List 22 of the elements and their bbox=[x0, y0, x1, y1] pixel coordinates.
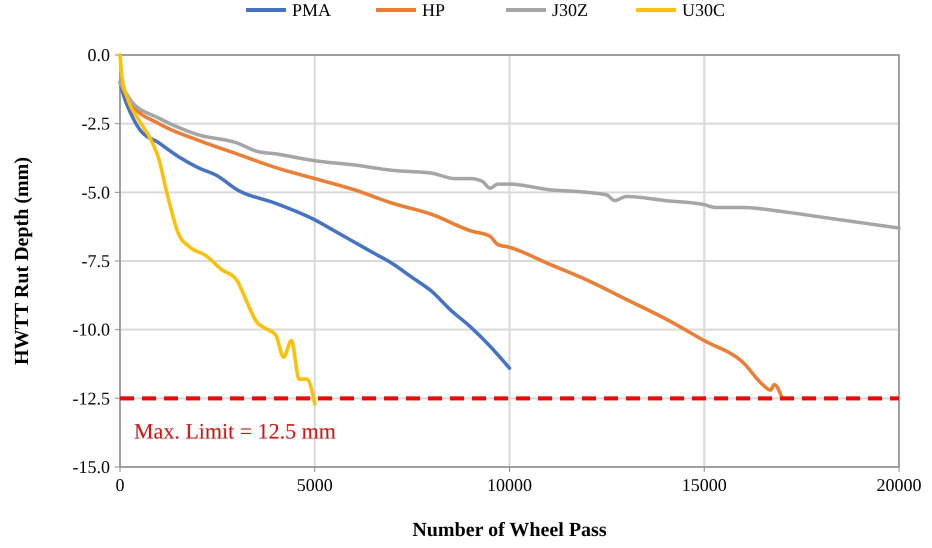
legend-label: PMA bbox=[292, 0, 332, 20]
legend-label: U30C bbox=[682, 0, 726, 20]
line-series bbox=[118, 80, 901, 230]
y-tick-label: -2.5 bbox=[82, 114, 110, 134]
y-tick-label: -12.5 bbox=[72, 388, 110, 408]
annotation: Max. Limit = 12.5 mm bbox=[134, 418, 336, 444]
x-axis-title: Number of Wheel Pass bbox=[412, 519, 607, 541]
x-tick-label: 20000 bbox=[876, 475, 922, 495]
legend-label: HP bbox=[422, 0, 446, 20]
y-tick-label: -15.0 bbox=[72, 457, 110, 477]
y-tick-label: -10.0 bbox=[72, 320, 110, 340]
y-axis-title: HWTT Rut Depth (mm) bbox=[11, 157, 33, 365]
x-tick-label: 0 bbox=[116, 475, 124, 495]
line-series bbox=[118, 53, 316, 406]
y-tick-label: -7.5 bbox=[82, 251, 110, 271]
x-tick-label: 15000 bbox=[682, 475, 727, 495]
legend-label: J30Z bbox=[552, 0, 588, 20]
y-tick-label: -5.0 bbox=[82, 182, 110, 202]
x-tick-label: 5000 bbox=[296, 475, 333, 495]
y-tick-label: 0.0 bbox=[88, 45, 110, 65]
x-tick-label: 10000 bbox=[487, 475, 532, 495]
line-series bbox=[118, 80, 512, 370]
